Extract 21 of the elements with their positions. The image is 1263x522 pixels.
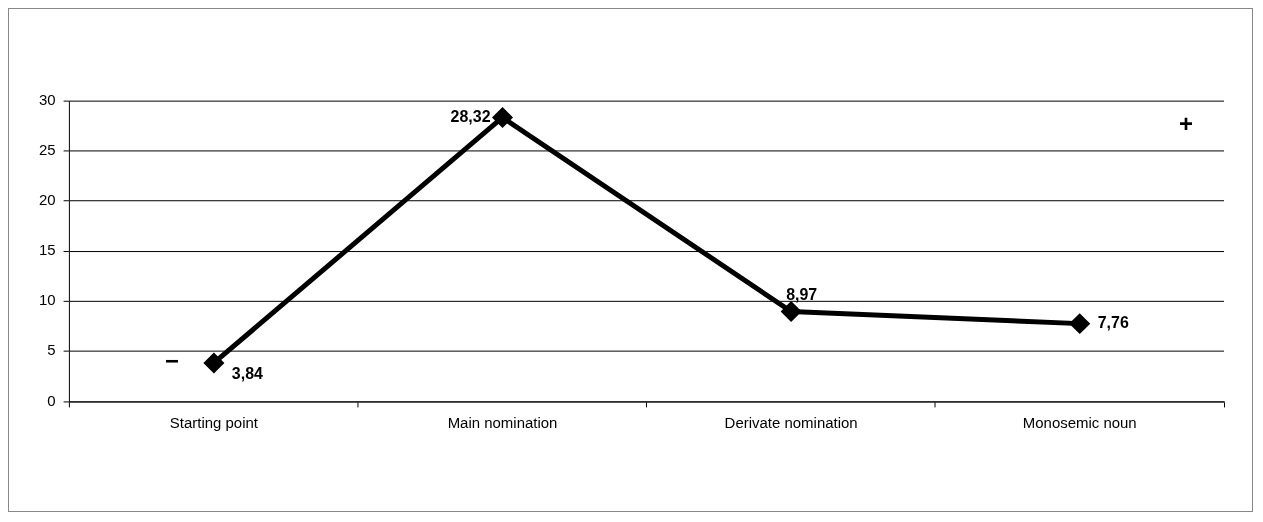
y-tick-label: 0 <box>47 391 56 409</box>
y-tick-label: 20 <box>38 191 56 209</box>
y-tick-label: 25 <box>38 140 56 158</box>
data-label: 8,97 <box>786 285 818 303</box>
annotation: − <box>164 346 179 374</box>
data-label: 3,84 <box>231 365 264 383</box>
x-tick-label: Monosemic noun <box>1022 414 1137 432</box>
annotation: + <box>1179 110 1194 138</box>
point <box>781 302 801 321</box>
point <box>204 353 224 373</box>
point <box>1070 314 1090 334</box>
data-label: 7,76 <box>1097 314 1129 332</box>
y-tick-label: 15 <box>38 241 56 259</box>
y-tick-label: 5 <box>47 341 56 359</box>
y-tick-label: 30 <box>38 90 56 108</box>
point <box>493 108 512 127</box>
x-tick-label: Main nomination <box>447 414 558 432</box>
data-label: 28,32 <box>450 107 491 125</box>
x-tick-label: Derivate nomination <box>724 414 858 432</box>
x-tick-label: Starting point <box>169 414 259 432</box>
y-tick-label: 10 <box>38 291 56 309</box>
